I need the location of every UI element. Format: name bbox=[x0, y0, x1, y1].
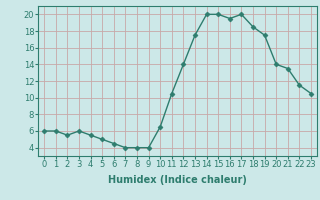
X-axis label: Humidex (Indice chaleur): Humidex (Indice chaleur) bbox=[108, 175, 247, 185]
